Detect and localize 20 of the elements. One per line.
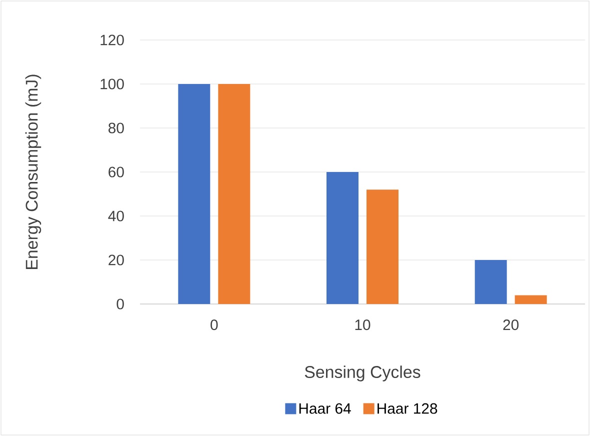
- y-tick-label: 100: [100, 78, 124, 90]
- y-tick-label: 80: [108, 122, 124, 134]
- bar: [366, 190, 399, 304]
- bar: [218, 84, 250, 304]
- legend-label: Haar 64: [299, 403, 351, 414]
- x-axis-title: Sensing Cycles: [304, 366, 420, 382]
- y-tick-label: 40: [108, 210, 124, 222]
- y-axis-title: Energy Consumption (mJ): [25, 74, 42, 269]
- y-tick-label: 120: [100, 34, 124, 46]
- legend-label: Haar 128: [378, 403, 438, 414]
- bar: [326, 172, 359, 304]
- y-tick-label: 20: [108, 254, 124, 266]
- bar: [178, 84, 210, 304]
- y-tick-label: 0: [116, 298, 124, 310]
- bar: [474, 260, 507, 304]
- x-tick-label: 0: [210, 320, 218, 330]
- x-tick-label: 10: [355, 320, 370, 330]
- bar: [514, 295, 547, 304]
- y-tick-label: 60: [108, 166, 124, 178]
- x-tick-label: 20: [503, 320, 519, 330]
